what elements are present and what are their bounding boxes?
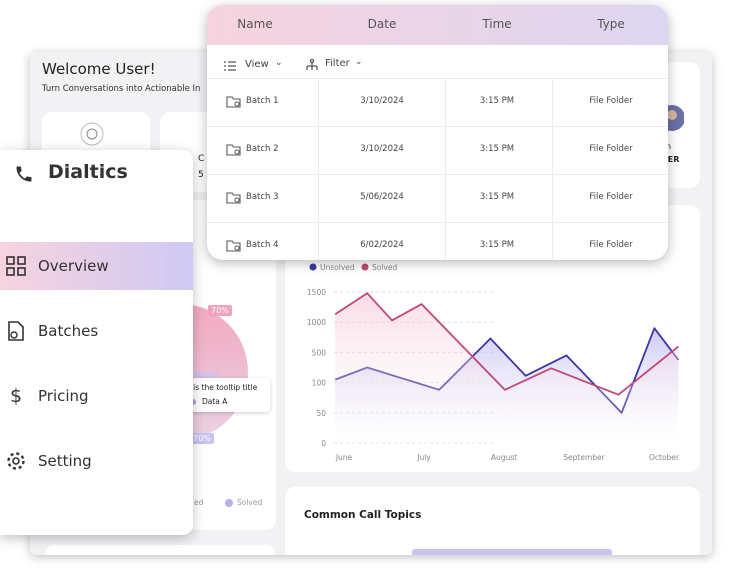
y-tick-label: 0 (321, 439, 326, 448)
row-divider (207, 126, 668, 127)
table-cell: 3:15 PM (479, 192, 515, 202)
filter-icon[interactable] (305, 58, 319, 72)
table-cell: File Folder (589, 240, 633, 250)
column-divider (552, 78, 553, 260)
legend-fragment: ed (194, 498, 204, 507)
x-tick-label: October (649, 453, 680, 462)
column-divider (318, 78, 319, 260)
folder-icon (226, 144, 241, 156)
legend-dot (309, 263, 317, 271)
legend-dot (225, 499, 233, 507)
profile-fragment: n (666, 142, 672, 151)
welcome-subtitle: Turn Conversations into Actionable In (42, 84, 201, 94)
legend-label: Solved (237, 498, 263, 507)
menu-item[interactable]: Overview (38, 257, 109, 275)
chevron[interactable]: ⌄ (355, 57, 363, 67)
y-tick-label: 500 (312, 348, 327, 357)
y-tick-label: 1000 (307, 318, 326, 327)
column-header[interactable]: Type (597, 17, 625, 31)
series-line (334, 292, 679, 396)
y-tick-label: 1500 (307, 288, 326, 297)
column-divider (445, 78, 446, 260)
table-header (207, 5, 668, 45)
svg-text:$: $ (10, 385, 22, 407)
toolbar-item[interactable]: Filter (325, 58, 350, 69)
table-cell: 3:15 PM (479, 240, 515, 250)
row-divider (207, 222, 668, 223)
table-cell[interactable]: Batch 3 (246, 192, 279, 202)
stat-icon (80, 122, 104, 146)
pie-badge: 70% (190, 433, 214, 444)
table-cell[interactable]: Batch 2 (246, 144, 279, 154)
tooltip-item: Data A (202, 397, 228, 406)
stat-fragment: 5 (198, 170, 204, 180)
legend-label: Solved (372, 263, 397, 272)
table-cell: 3/10/2024 (360, 96, 404, 106)
menu-icon[interactable]: $ (8, 385, 24, 407)
table-cell: File Folder (589, 192, 633, 202)
table-cell: 3:15 PM (479, 96, 515, 106)
phone-icon (16, 166, 32, 182)
x-tick-label: June (335, 453, 353, 462)
topics-title: Common Call Topics (304, 509, 422, 521)
table-cell[interactable]: Batch 4 (246, 240, 279, 250)
table-card: View ⌄ Filter ⌄ Name Date Time Type Batch 1 3… (207, 5, 668, 260)
row-divider (207, 78, 668, 79)
table-cell: 3/10/2024 (360, 144, 404, 154)
pie-badge: 70% (208, 305, 232, 316)
column-header[interactable]: Time (482, 17, 512, 31)
profile-fragment: YER (662, 155, 680, 164)
brand: Dialtics (48, 161, 128, 183)
sidebar: Dialtics Overview Batches $ Pricing Sett… (0, 150, 193, 535)
menu-icon[interactable] (6, 256, 26, 276)
chevron[interactable]: ⌄ (275, 58, 283, 68)
menu-icon[interactable] (6, 320, 26, 342)
menu-item[interactable]: Setting (38, 452, 92, 470)
table-cell[interactable]: Batch 1 (246, 96, 279, 106)
y-tick-label: 100 (312, 379, 327, 388)
toolbar-item[interactable]: View (245, 59, 269, 70)
table-cell: 5/06/2024 (360, 192, 404, 202)
column-header[interactable]: Name (237, 17, 273, 31)
line-chart: 0 50 100 500 1000 1500 June July August September… (307, 263, 680, 462)
menu-item[interactable]: Batches (38, 322, 99, 340)
table-cell: File Folder (589, 96, 633, 106)
row-divider (207, 174, 668, 175)
folder-icon (226, 240, 241, 252)
menu-item[interactable]: Pricing (38, 387, 89, 405)
x-tick-label: August (491, 453, 517, 462)
welcome-title: Welcome User! (42, 60, 156, 78)
table-cell: 3:15 PM (479, 144, 515, 154)
column-header[interactable]: Date (367, 17, 397, 31)
series-area (335, 293, 679, 443)
tooltip-title: his is the tooltip title (180, 383, 258, 392)
topics-card: Common Call Topics (285, 487, 700, 555)
small-card (45, 545, 275, 555)
menu-icon[interactable] (6, 451, 26, 471)
topic-bar (412, 549, 612, 555)
legend-dot (361, 263, 369, 271)
stat-fragment: C (198, 154, 205, 164)
folder-icon (226, 96, 241, 108)
y-tick-label: 50 (316, 409, 326, 418)
table-cell: File Folder (589, 144, 633, 154)
table-cell: 6/02/2024 (360, 240, 404, 250)
tooltip-dot (190, 399, 196, 405)
x-tick-label: July (416, 453, 431, 462)
tooltip: his is the tooltip title Data A (180, 378, 270, 412)
menu-active-bg (0, 242, 193, 290)
legend-label: Unsolved (320, 263, 355, 272)
x-tick-label: September (563, 453, 605, 462)
folder-icon (226, 192, 241, 204)
view-icon[interactable] (223, 59, 237, 73)
